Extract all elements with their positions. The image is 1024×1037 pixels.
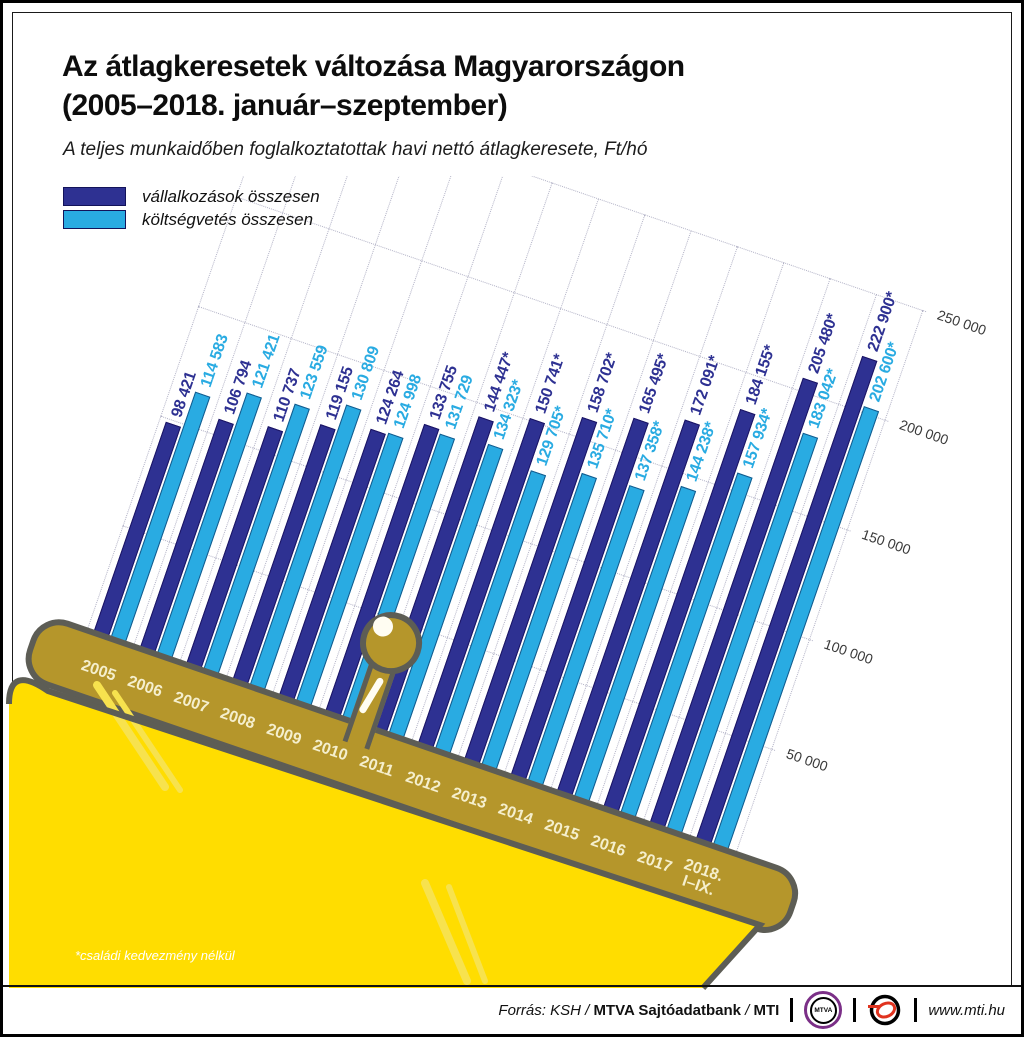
chart-area: 50 000 100 000 150 000 200 000 250 000 98 421… <box>12 176 1012 986</box>
legend-item-budget: költségvetés összesen <box>63 208 320 231</box>
website-link: www.mti.hu <box>928 1001 1005 1019</box>
legend-swatch-dark-blue <box>63 187 126 206</box>
bar-value-label: 205 480* <box>805 311 842 376</box>
legend-label: vállalkozások összesen <box>142 186 320 206</box>
source-brand: MTI <box>753 1001 780 1019</box>
bar-value-label: 158 702* <box>584 351 621 415</box>
source-slash: / <box>745 1001 750 1019</box>
bar-value-label: 114 583 <box>197 332 232 390</box>
legend-swatch-light-blue <box>63 210 126 229</box>
title-line1: Az átlagkeresetek változása Magyarország… <box>62 50 685 83</box>
mtva-logo-inner-ring: MTVA <box>809 996 837 1024</box>
bar-value-label: 165 495* <box>636 351 673 416</box>
chart-legend: vállalkozások összesen költségvetés össz… <box>63 185 320 231</box>
footnote: *családi kedvezmény nélkül <box>75 948 235 963</box>
footer-separator <box>853 998 857 1022</box>
page-title: Az átlagkeresetek változása Magyarország… <box>62 47 685 125</box>
bar-value-label: 172 091* <box>687 353 724 418</box>
legend-item-businesses: vállalkozások összesen <box>63 185 320 208</box>
bar-value-label: 184 155* <box>742 343 780 407</box>
footer-separator <box>790 998 794 1022</box>
source-credit: Forrás: KSH / MTVA Sajtóadatbank / MTI <box>498 1002 779 1019</box>
chart-subtitle: A teljes munkaidőben foglalkoztatottak h… <box>63 139 648 160</box>
legend-label: költségvetés összesen <box>142 209 314 229</box>
y-axis-tick-label: 200 000 <box>897 416 951 448</box>
source-prefix: Forrás: KSH / <box>498 1001 590 1019</box>
y-axis-tick-label: 250 000 <box>935 306 989 339</box>
source-agency: MTVA Sajtóadatbank <box>593 1001 741 1019</box>
bar-value-label: 121 421 <box>249 332 284 391</box>
footer-divider <box>3 985 1021 987</box>
y-axis-tick-label: 50 000 <box>784 745 830 775</box>
mti-logo-icon <box>868 994 901 1026</box>
y-axis-tick-label: 100 000 <box>822 635 876 668</box>
mtva-logo-text: MTVA <box>814 1006 833 1014</box>
footer-bar: Forrás: KSH / MTVA Sajtóadatbank / MTI M… <box>498 991 1005 1029</box>
rotated-bar-chart: 50 000 100 000 150 000 200 000 250 000 98 421… <box>17 176 988 942</box>
footer-separator <box>914 998 918 1022</box>
mtva-logo-icon: MTVA <box>804 991 843 1029</box>
title-line2: (2005–2018. január–szeptember) <box>62 89 508 122</box>
y-axis-tick-label: 150 000 <box>859 525 913 558</box>
